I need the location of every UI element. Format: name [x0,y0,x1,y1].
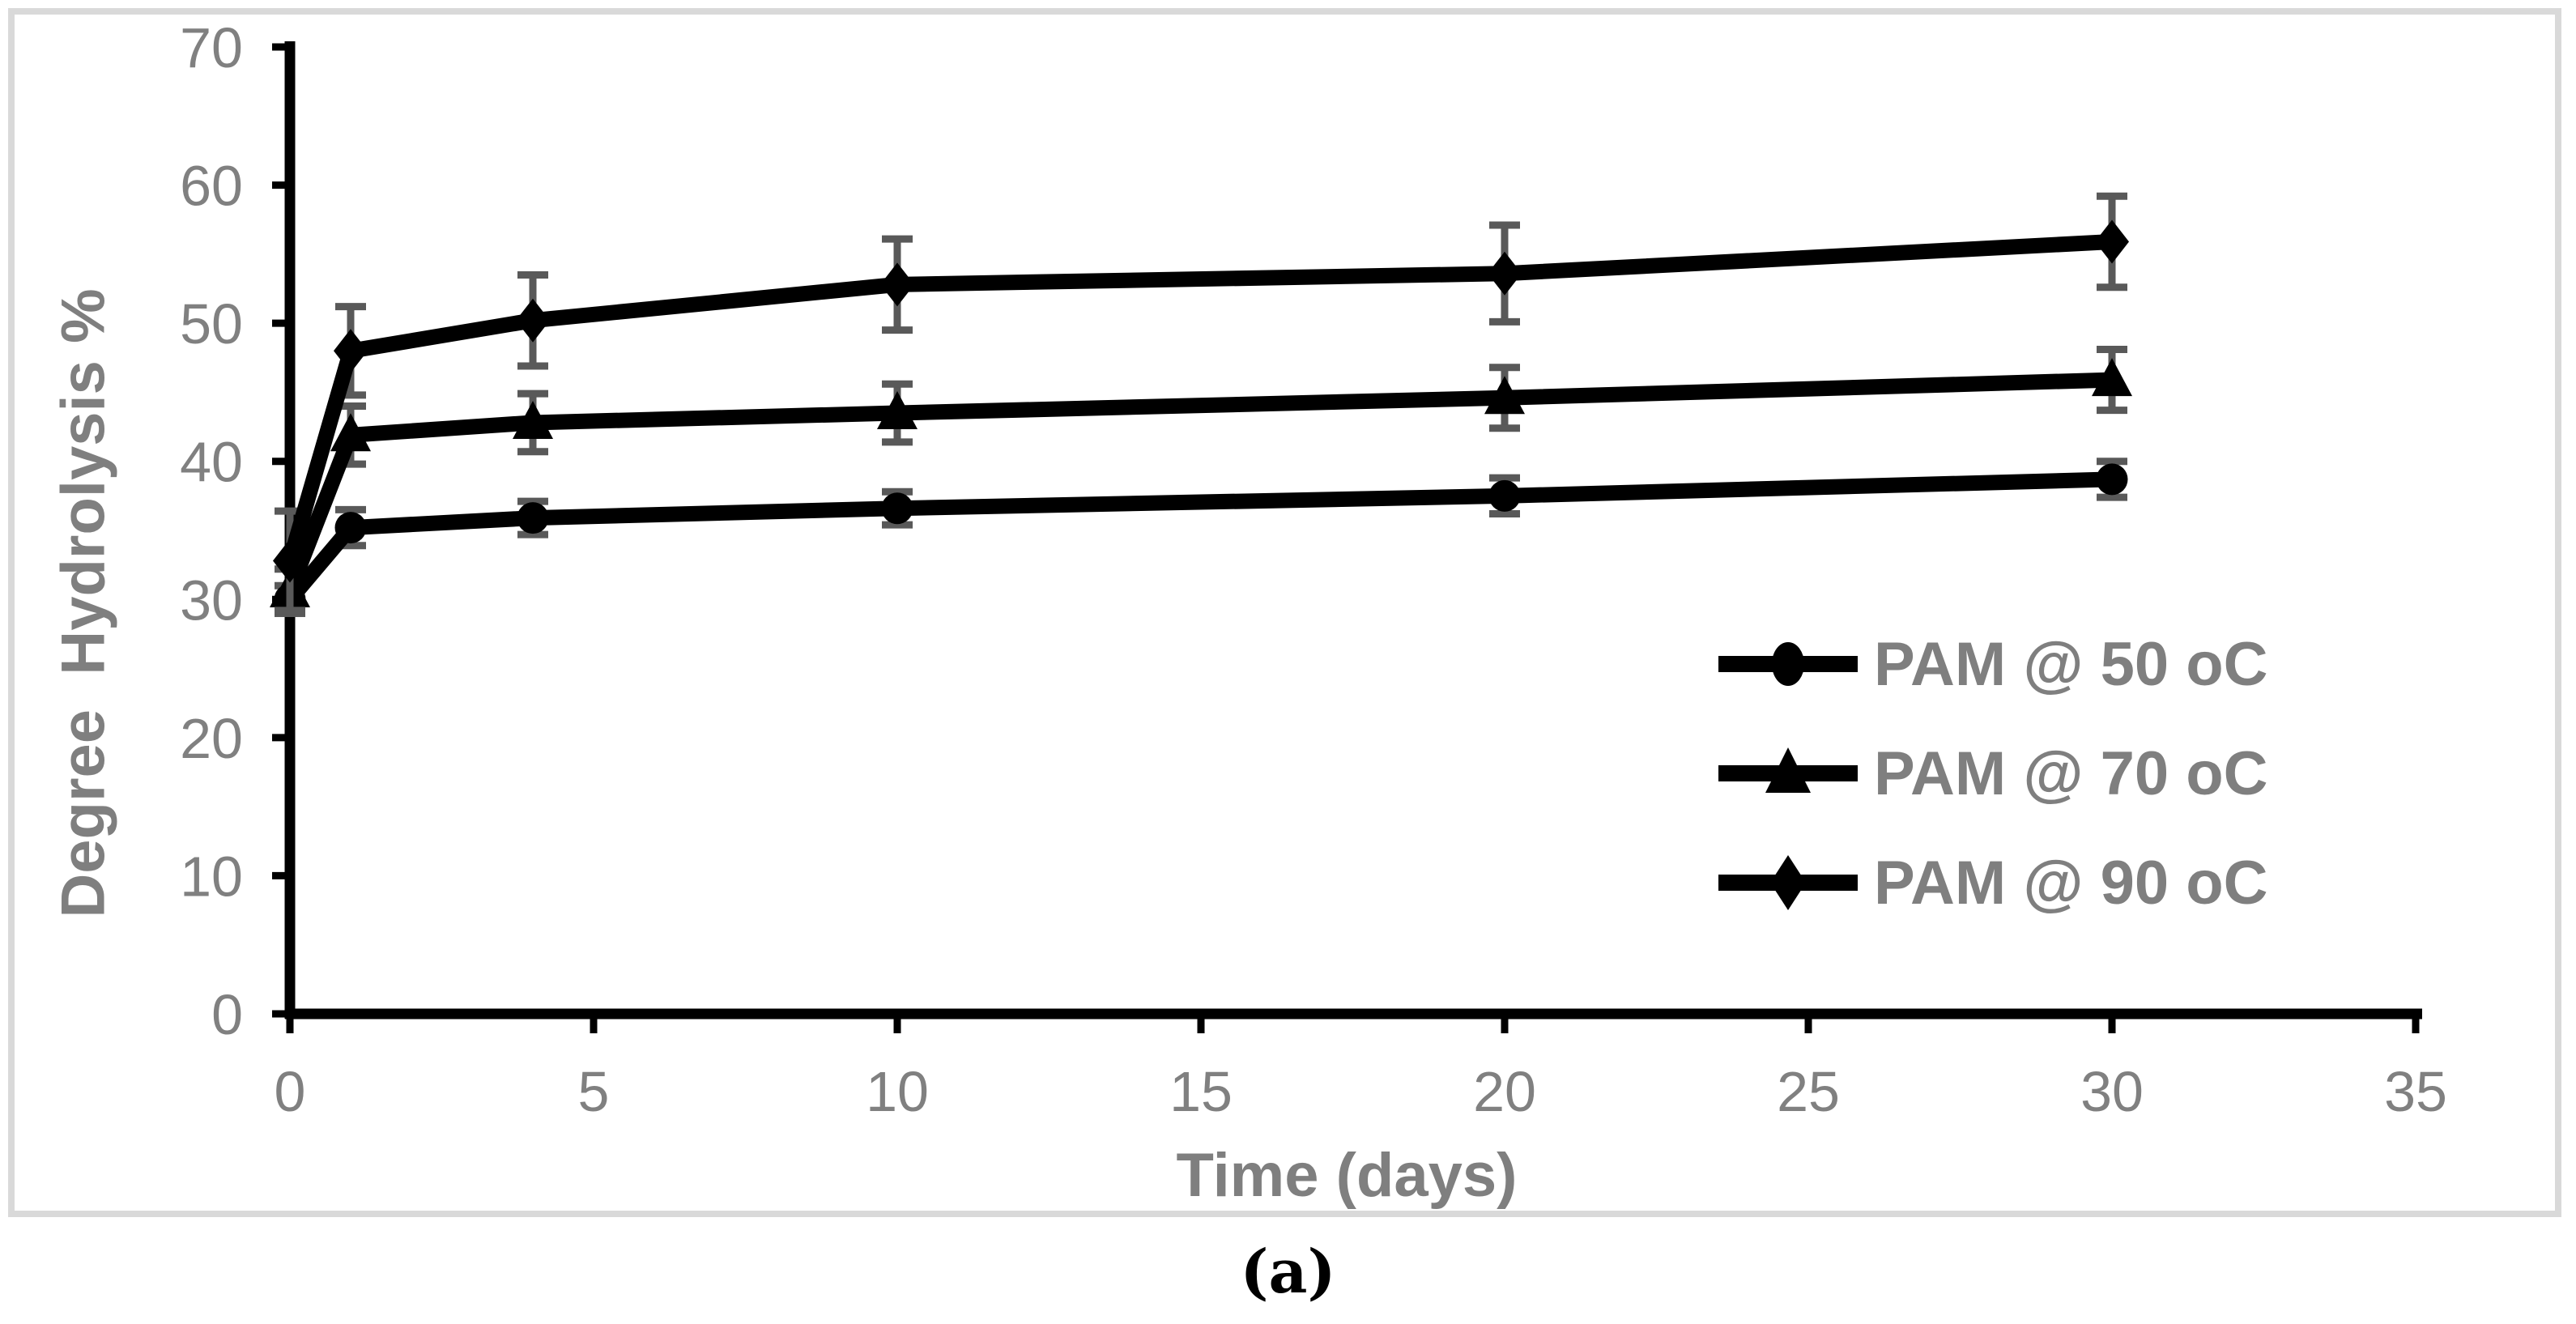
y-tick-label: 50 [180,292,243,355]
x-tick-label: 10 [866,1060,929,1123]
y-tick-label: 40 [180,431,243,494]
y-tick-label: 30 [180,568,243,632]
y-tick-label: 70 [180,16,243,79]
legend-item-pam-70: PAM @ 70 oC [1715,739,2268,808]
legend-label: PAM @ 90 oC [1874,848,2268,917]
y-tick-label: 20 [180,707,243,770]
circle-marker [881,492,913,525]
y-axis-title: Degree Hydrolysis % [49,288,118,918]
legend-key-triangle-icon [1718,747,1858,793]
y-tick-label: 0 [211,983,243,1046]
legend-label: PAM @ 70 oC [1874,739,2268,808]
diamond-marker [1488,251,1522,296]
x-tick-label: 5 [578,1060,610,1123]
y-tick-label: 60 [180,155,243,218]
x-tick-label: 15 [1169,1060,1233,1123]
circle-marker [2096,463,2128,496]
series-line [282,234,2113,564]
circle-marker [334,512,367,544]
legend-item-pam-90: PAM @ 90 oC [1715,848,2268,917]
diamond-marker [2095,219,2129,264]
circle-marker [1488,479,1521,512]
diamond-marker [273,539,307,583]
diamond-marker [334,329,368,373]
x-axis-title: Time (days) [1176,1141,1518,1210]
legend-key-diamond-icon [1718,855,1858,910]
triangle-marker [1484,376,1525,415]
circle-marker [517,502,549,534]
series-line [283,471,2113,605]
x-tick-label: 25 [1777,1060,1840,1123]
diamond-marker [516,298,550,343]
diamond-marker [880,262,914,307]
triangle-marker [877,391,918,430]
x-tick-label: 20 [1473,1060,1536,1123]
legend-item-pam-50: PAM @ 50 oC [1715,630,2268,699]
series-pam-90-oc [273,192,2129,615]
triangle-marker [330,413,371,452]
legend-label: PAM @ 50 oC [1874,629,2268,699]
legend-key-circle-icon [1718,642,1858,686]
axis-ticks: 0 10 20 30 40 50 60 70 0 5 10 15 20 25 30 35 [180,16,2447,1123]
figure-caption: (a) [1240,1237,1336,1307]
triangle-marker [2092,358,2132,397]
x-tick-label: 0 [275,1060,306,1123]
triangle-marker [513,400,553,439]
y-tick-label: 10 [180,845,243,908]
series-pam-70-oc [270,346,2132,617]
x-tick-label: 35 [2384,1060,2447,1123]
series-pam-50-oc [274,458,2128,617]
series-line [283,372,2113,594]
x-tick-label: 30 [2080,1060,2144,1123]
